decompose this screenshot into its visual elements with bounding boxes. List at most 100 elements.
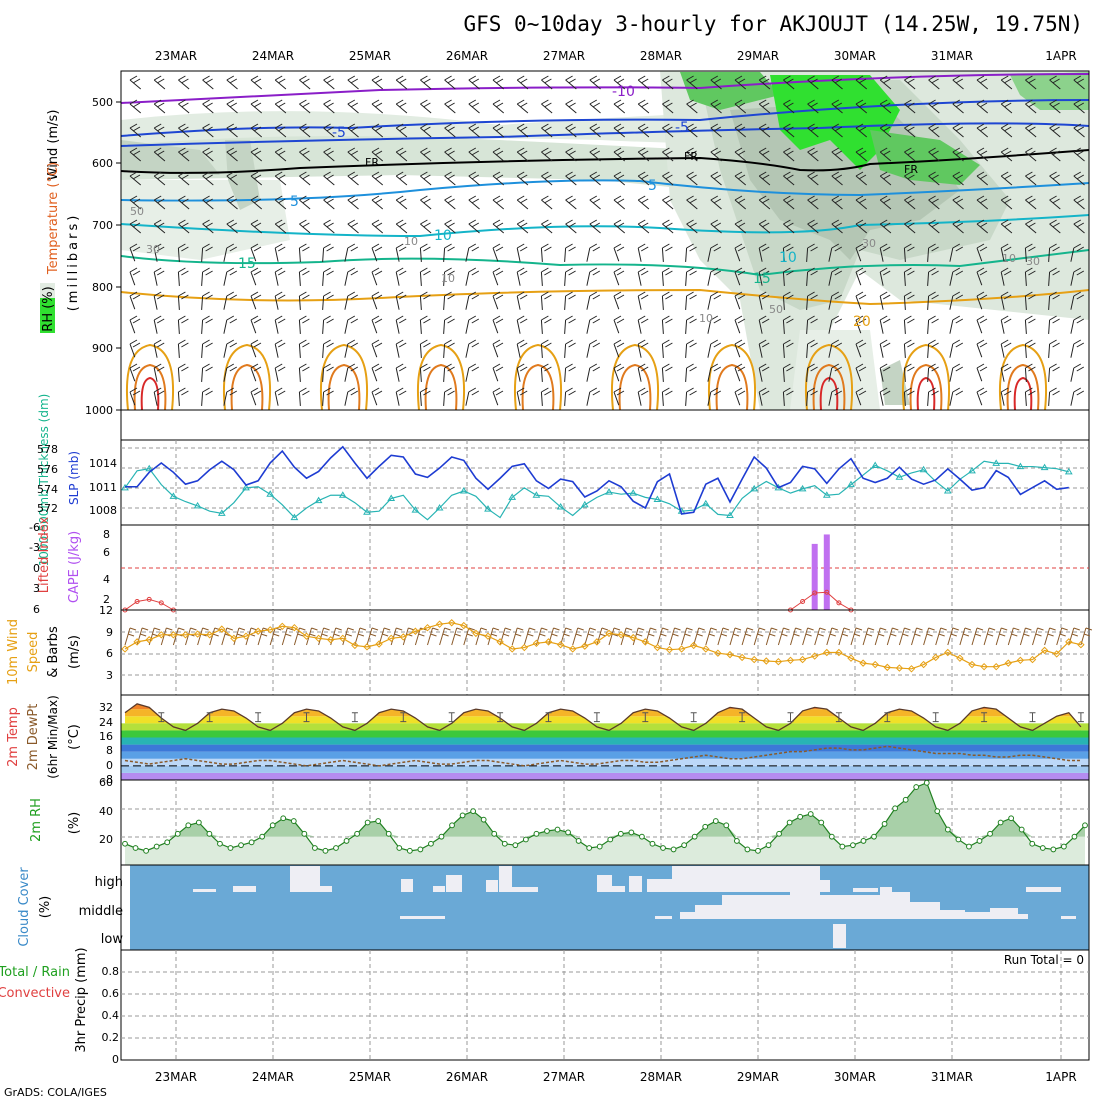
wind-barb [516, 219, 529, 234]
wind-barb [177, 339, 189, 359]
wind-barb [444, 75, 456, 90]
wind-barb [250, 195, 263, 210]
wind-barb [952, 147, 964, 162]
cloud-block [193, 889, 216, 892]
top-day-label: 26MAR [446, 49, 488, 63]
thickness-point [726, 511, 734, 518]
wind-barb [637, 339, 649, 358]
wind-barb [1073, 75, 1085, 90]
wind-barb [661, 243, 673, 263]
minmax-bar [255, 712, 262, 723]
wind-barb [420, 219, 432, 234]
wind-barb [223, 243, 238, 262]
wind-barb [516, 339, 528, 358]
wind-barb [202, 75, 214, 90]
wind-barb [734, 291, 746, 310]
precip-panel: Run Total = 0 [120, 949, 1090, 1061]
cloud-level-middle: middle [79, 904, 123, 919]
wind-barb [758, 339, 770, 358]
wind-barb [758, 243, 770, 262]
bottom-day-label: 29MAR [737, 1070, 779, 1084]
wind-barb-10m [669, 627, 681, 646]
temp-band [121, 744, 1089, 752]
wind-barb [586, 243, 601, 262]
wind-barb-10m [693, 627, 705, 646]
wind-barb [1025, 99, 1037, 114]
wind-barb [758, 75, 771, 90]
wind-barb [662, 147, 674, 162]
wind-barb-10m [777, 627, 790, 646]
wind-barb [420, 171, 432, 186]
wind-speed-point [617, 631, 625, 639]
wind-barb [1000, 315, 1012, 334]
wind-barb [465, 267, 480, 286]
wind-barb [177, 387, 189, 407]
wind-barb [492, 315, 504, 334]
wind-barb [807, 75, 819, 90]
wind-barb [153, 315, 165, 334]
wind-barb [710, 75, 722, 90]
wind-barb [686, 75, 698, 90]
wind-barb [202, 147, 214, 162]
ylabel-rh-unit: (%) [67, 812, 82, 835]
wind-barb [298, 291, 310, 311]
wind-barb [613, 267, 625, 286]
isotherms [121, 73, 1089, 306]
wind-barb [807, 219, 819, 234]
wind-barb [541, 219, 553, 234]
pressure-axis: 500 600 700 800 900 1000 [85, 96, 121, 417]
wind-barb [1000, 363, 1012, 382]
wind-barb [613, 219, 626, 234]
wind-barb [782, 387, 794, 407]
wind-barb [613, 123, 626, 138]
wind-barb [662, 171, 674, 186]
minmax-bar [448, 712, 455, 723]
rh-label: 10 [441, 272, 455, 285]
thickness-point [314, 496, 323, 504]
wind-speed-point [290, 624, 299, 632]
slp-tick: 1014 [89, 457, 117, 470]
wind-speed-point [375, 640, 383, 648]
wind-barb [1070, 243, 1085, 262]
rh-point [322, 847, 329, 854]
bottom-day-label: 1APR [1045, 1070, 1076, 1084]
wind-barb-10m [1044, 627, 1056, 646]
wind-barb [758, 315, 770, 334]
wind-barb [516, 123, 529, 138]
isotherm-label: FR [365, 156, 379, 169]
minmax-bar [158, 712, 165, 723]
wind-speed-point [859, 659, 867, 667]
wind-barb [1073, 195, 1085, 210]
thickness-point [847, 480, 855, 488]
wind-speed-point [447, 619, 456, 627]
wind-barb [419, 243, 431, 263]
wind-speed-point [278, 622, 287, 630]
rh-label: 30 [862, 237, 876, 250]
wind-barb [492, 195, 505, 210]
wind-speed-point [919, 660, 928, 669]
wind-barb [613, 75, 626, 90]
wind-barb [1000, 75, 1013, 90]
wind-barb [323, 195, 335, 210]
wind-barb [710, 99, 722, 114]
wind-barb-10m [995, 627, 1008, 646]
wind-barb [395, 291, 407, 310]
isotherm-labels: -10 -5 -5 FR FR FR 5 5 10 10 15 15 20 [238, 84, 918, 330]
wind-barb [1025, 123, 1037, 138]
li-point [836, 600, 842, 606]
wind-speed-point [326, 636, 335, 644]
wind-barb [444, 99, 456, 114]
wind-speed-point [895, 664, 904, 672]
thickness-point [1016, 462, 1025, 470]
wind-speed-point [968, 660, 976, 669]
wind-barb-10m [971, 627, 984, 646]
wind-barb [1048, 339, 1060, 359]
wind-barb [1000, 387, 1012, 406]
precip-tick: 0 [112, 1053, 119, 1066]
wind-speed-point [218, 625, 226, 633]
bottom-day-label: 25MAR [349, 1070, 391, 1084]
wind-barb [855, 195, 868, 210]
wind-barb-10m [330, 627, 342, 646]
wind-barb [782, 291, 794, 311]
wind-barb [685, 363, 697, 383]
